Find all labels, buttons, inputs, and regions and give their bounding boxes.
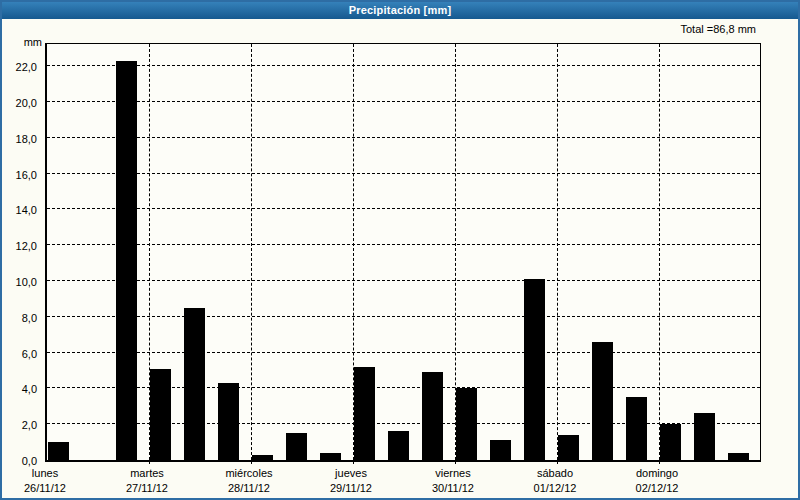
day-name: miércoles [204,466,294,481]
x-axis-tick [557,460,558,464]
gridline-day-boundary [557,44,558,460]
precipitation-bar [354,367,375,460]
precipitation-bar [626,397,647,460]
y-axis-tick-label: 20,0 [16,97,37,109]
day-name: jueves [306,466,396,481]
precipitation-bar [490,440,511,460]
total-label: Total =86,8 mm [680,23,756,36]
day-name: lunes [0,466,90,481]
day-date: 27/11/12 [102,481,192,496]
x-axis-day-label: sábado01/12/12 [510,466,600,496]
x-axis-tick [659,460,660,464]
day-name: domingo [612,466,702,481]
day-name: viernes [408,466,498,481]
precipitation-bar [150,369,171,460]
precipitation-bar [592,342,613,460]
precipitation-bar [252,455,273,460]
y-axis-tick-label: 22,0 [16,61,37,73]
y-axis-tick-label: 6,0 [22,348,37,360]
gridline-horizontal [47,316,760,317]
chart-window: Precipitación [mm] Total =86,8 mm mm 0,0… [0,0,800,500]
day-date: 01/12/12 [510,481,600,496]
precipitation-bar [660,424,681,460]
precipitation-bar [694,413,715,460]
y-axis-tick-label: 4,0 [22,383,37,395]
precipitation-bar [558,435,579,460]
precipitation-bar [524,279,545,460]
precipitation-bar [218,383,239,460]
x-axis-tick [149,460,150,464]
gridline-horizontal [47,173,760,174]
x-axis-tick [455,460,456,464]
day-date: 02/12/12 [612,481,702,496]
x-axis-tick [353,460,354,464]
x-axis-day-label: viernes30/11/12 [408,466,498,496]
y-axis-tick-label: 14,0 [16,204,37,216]
x-axis-day-label: miércoles28/11/12 [204,466,294,496]
y-axis-tick-label: 18,0 [16,133,37,145]
precipitation-bar [320,453,341,460]
precipitation-bar [456,388,477,460]
day-date: 26/11/12 [0,481,90,496]
day-name: sábado [510,466,600,481]
precipitation-bar [286,433,307,460]
y-axis-tick-label: 10,0 [16,276,37,288]
precipitation-bar [184,308,205,460]
x-axis-labels: lunes26/11/12 martes27/11/12 miércoles28/1… [2,466,800,500]
gridline-horizontal [47,208,760,209]
plot-area [45,43,761,462]
gridline-horizontal [47,65,760,66]
y-axis-tick-label: 16,0 [16,169,37,181]
x-axis-day-label: domingo02/12/12 [612,466,702,496]
day-name: martes [102,466,192,481]
precipitation-bar [728,453,749,460]
x-axis-day-label: jueves29/11/12 [306,466,396,496]
gridline-horizontal [47,137,760,138]
y-axis-tick-labels: 0,02,04,06,08,010,012,014,016,018,020,02… [2,43,41,462]
precipitation-bar [116,61,137,460]
y-axis-tick-label: 8,0 [22,312,37,324]
gridline-horizontal [47,280,760,281]
y-axis-tick-label: 12,0 [16,240,37,252]
day-date: 30/11/12 [408,481,498,496]
x-axis-day-label: lunes26/11/12 [0,466,90,496]
y-axis-tick-label: 2,0 [22,419,37,431]
gridline-horizontal [47,101,760,102]
x-axis-tick [251,460,252,464]
precipitation-bar [422,372,443,460]
gridline-day-boundary [659,44,660,460]
precipitation-bar [388,431,409,460]
x-axis-day-label: martes27/11/12 [102,466,192,496]
gridline-horizontal [47,244,760,245]
gridline-horizontal [47,352,760,353]
day-date: 28/11/12 [204,481,294,496]
precipitation-bar [48,442,69,460]
window-title: Precipitación [mm] [2,2,798,19]
day-date: 29/11/12 [306,481,396,496]
gridline-day-boundary [251,44,252,460]
